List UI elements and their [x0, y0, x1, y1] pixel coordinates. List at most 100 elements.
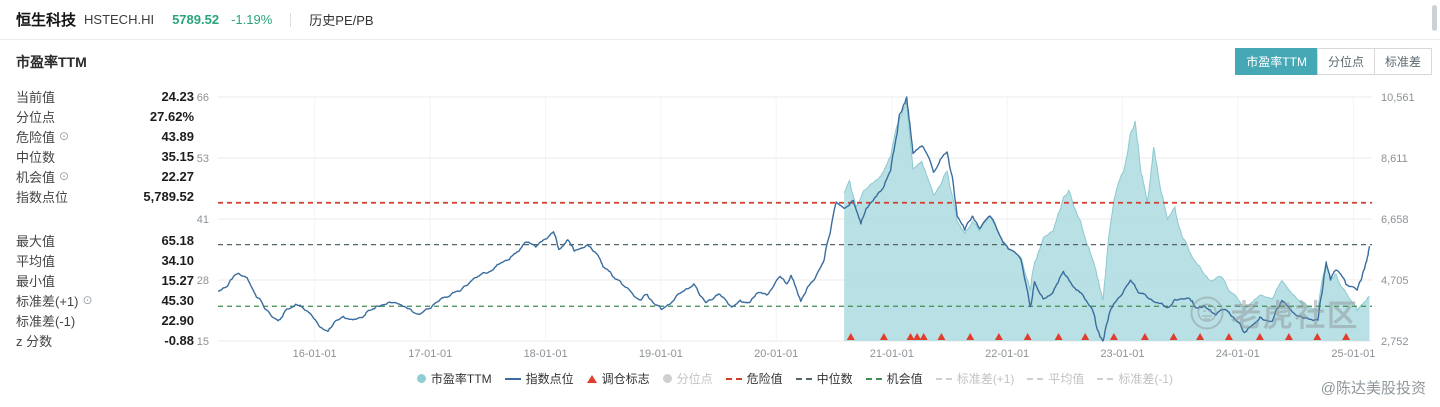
watermark-community: 老虎社区 [1231, 300, 1359, 333]
x-axis-label: 20-01-01 [754, 348, 798, 360]
stat-label: z 分数 [16, 333, 53, 349]
left-axis-label: 53 [197, 153, 209, 165]
rebalance-marker [1169, 333, 1178, 340]
legend-swatch-dash [935, 377, 952, 380]
legend-label: 分位点 [676, 372, 713, 386]
rebalance-marker [913, 333, 922, 340]
rebalance-marker [1224, 333, 1233, 340]
stat-row: 危险值 ⊙ 43.89 [16, 126, 194, 146]
legend-swatch-dash [1027, 377, 1044, 380]
stat-label: 最大值 [16, 233, 56, 249]
rebalance-marker [1255, 333, 1264, 340]
watermark-handle: @陈达美股投资 [1320, 380, 1426, 397]
stat-row: 平均值 34.10 [16, 250, 194, 270]
stat-value: 34.10 [161, 252, 194, 268]
left-axis-label: 28 [197, 275, 209, 287]
stat-row: 机会值 ⊙ 22.27 [16, 166, 194, 186]
topbar: 恒生科技 HSTECH.HI 5789.52 -1.19% 历史PE/PB [0, 0, 1440, 40]
index-name: 恒生科技 [16, 12, 77, 29]
rebalance-marker [1342, 333, 1351, 340]
scrollbar[interactable] [1432, 5, 1437, 31]
legend-swatch-dot [662, 374, 672, 383]
legend-item-5[interactable]: 中位数 [795, 370, 853, 387]
index-line [218, 96, 1371, 342]
tab-stddev[interactable]: 标准差 [1373, 48, 1432, 75]
stat-row: 标准差(+1) ⊙ 45.30 [16, 290, 194, 310]
right-axis-label: 2,752 [1381, 336, 1409, 348]
stat-value: 45.30 [161, 292, 194, 308]
legend-item-4[interactable]: 危险值 [725, 370, 783, 387]
threshold-setting-icon[interactable]: ⊙ [59, 169, 70, 183]
rebalance-marker [1140, 333, 1149, 340]
page-title: 市盈率TTM [16, 54, 87, 70]
stat-row: 最大值 65.18 [16, 230, 194, 250]
stat-value: 43.89 [161, 128, 194, 144]
stat-label: 标准差(+1) [16, 293, 79, 309]
stat-row: z 分数 -0.88 [16, 330, 194, 350]
x-axis-label: 21-01-01 [870, 348, 914, 360]
threshold-setting-icon[interactable]: ⊙ [59, 129, 70, 143]
legend-item-8[interactable]: 平均值 [1027, 370, 1084, 387]
stat-label: 最小值 [16, 273, 56, 289]
rebalance-marker [919, 333, 928, 340]
right-axis-label: 6,658 [1381, 214, 1409, 226]
view-switcher: 市盈率TTM 分位点 标准差 [1235, 48, 1432, 75]
left-axis-label: 66 [197, 92, 209, 104]
x-axis-label: 19-01-01 [639, 348, 683, 360]
x-axis-label: 24-01-01 [1216, 348, 1260, 360]
legend-item-7[interactable]: 标准差(+1) [935, 370, 1015, 387]
tab-pe-ttm[interactable]: 市盈率TTM [1235, 48, 1318, 75]
right-axis-label: 10,561 [1381, 92, 1415, 104]
threshold-setting-icon[interactable]: ⊙ [82, 293, 93, 307]
right-axis-label: 8,611 [1381, 153, 1408, 165]
legend-label: 机会值 [886, 372, 923, 386]
stat-label: 中位数 [16, 149, 56, 165]
legend-item-0[interactable]: 市盈率TTM [416, 370, 492, 387]
stat-value: 65.18 [161, 232, 194, 248]
legend-label: 标准差(+1) [956, 372, 1015, 386]
legend-item-9[interactable]: 标准差(-1) [1097, 370, 1173, 387]
rebalance-marker [937, 333, 946, 340]
tab-history-pepb[interactable]: 历史PE/PB [309, 13, 374, 28]
tab-percentile[interactable]: 分位点 [1316, 48, 1375, 75]
pe-ttm-area [844, 100, 1370, 342]
legend-item-6[interactable]: 机会值 [865, 370, 923, 387]
legend-swatch-dash [795, 377, 812, 380]
legend-label: 平均值 [1048, 372, 1085, 386]
rebalance-marker [906, 333, 915, 340]
legend-item-1[interactable]: 指数点位 [504, 370, 574, 387]
legend-swatch-dot [416, 374, 426, 383]
x-axis-label: 23-01-01 [1100, 348, 1144, 360]
stat-value: 22.90 [161, 312, 194, 328]
rebalance-marker [1313, 333, 1322, 340]
legend-label: 中位数 [816, 372, 853, 386]
rebalance-marker [1081, 333, 1090, 340]
divider [290, 12, 292, 27]
rebalance-marker [1054, 333, 1063, 340]
legend-item-3[interactable]: 分位点 [662, 370, 713, 387]
legend-item-2[interactable]: 调仓标志 [586, 370, 650, 387]
stats-panel: 当前值 24.23 分位点 27.62% 危险值 ⊙ 43.89 中位数 35.15 机会值 ⊙ 22… [16, 86, 194, 350]
stat-row: 当前值 24.23 [16, 86, 194, 106]
stat-value: 5,789.52 [143, 188, 194, 204]
tiger-logo-icon [1190, 296, 1224, 330]
legend-swatch-dash [865, 377, 882, 380]
stat-value: 15.27 [161, 272, 194, 288]
x-axis-label: 18-01-01 [524, 348, 568, 360]
stat-label: 分位点 [16, 109, 56, 125]
stat-label: 平均值 [16, 253, 56, 269]
legend-label: 市盈率TTM [430, 372, 492, 386]
rebalance-marker [1109, 333, 1118, 340]
stat-row: 分位点 27.62% [16, 106, 194, 126]
stat-value: 22.27 [161, 168, 194, 184]
stat-value: 35.15 [161, 148, 194, 164]
stat-row: 中位数 35.15 [16, 146, 194, 166]
stat-label: 指数点位 [16, 189, 69, 205]
stat-row: 标准差(-1) 22.90 [16, 310, 194, 330]
x-axis-label: 25-01-01 [1331, 348, 1375, 360]
watermark: 老虎社区 [1190, 291, 1359, 335]
stat-label: 当前值 [16, 89, 56, 105]
stat-value: -0.88 [164, 332, 194, 348]
legend-swatch-line [504, 377, 521, 380]
